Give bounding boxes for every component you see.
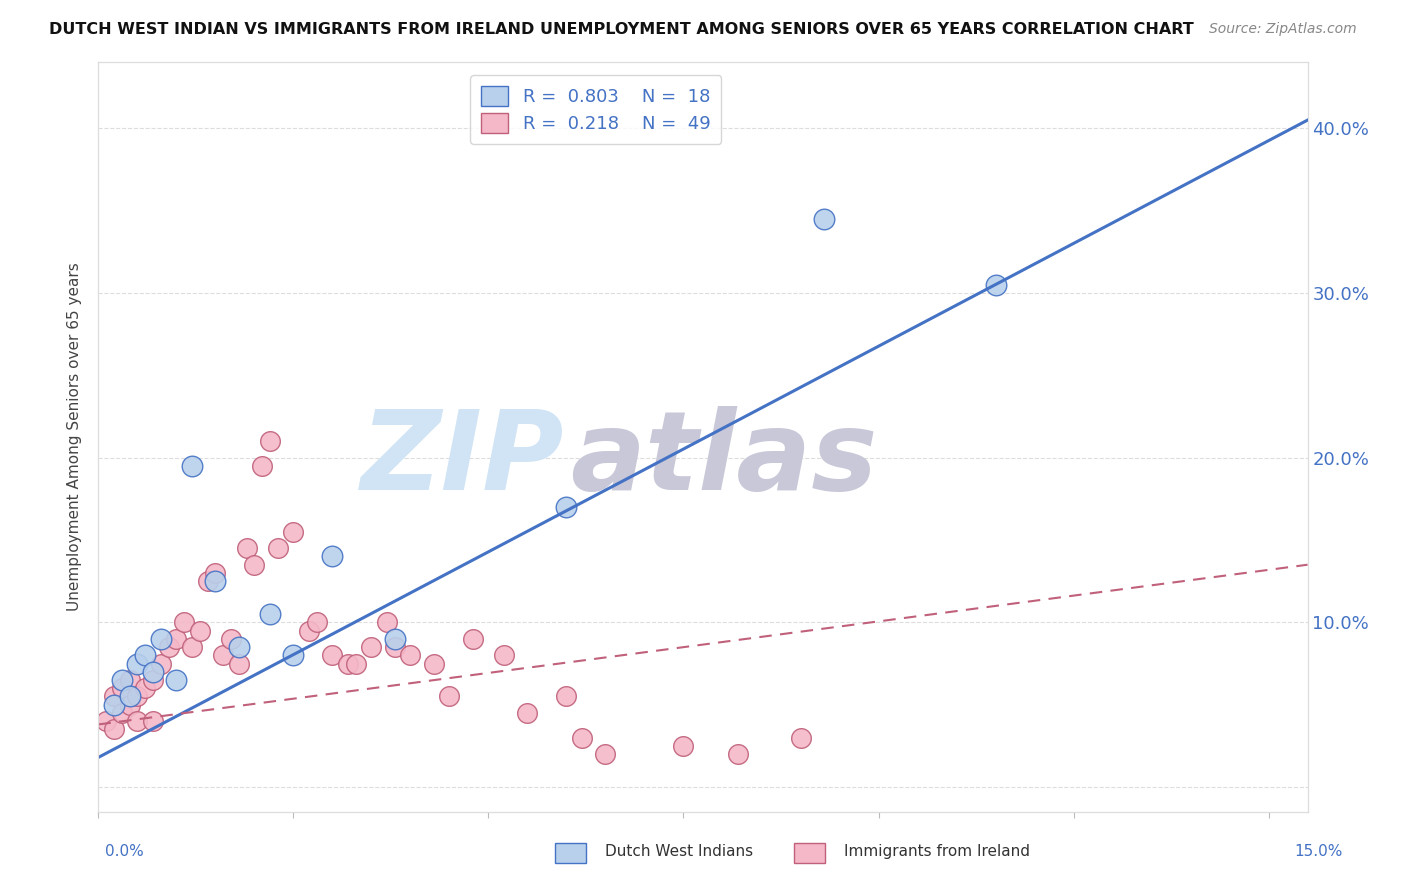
- Point: [165, 632, 187, 646]
- Point: [96, 714, 118, 728]
- Point: [360, 640, 382, 654]
- Point: [103, 690, 125, 704]
- Point: [461, 632, 484, 646]
- Point: [595, 747, 617, 761]
- Point: [298, 624, 321, 638]
- Point: [127, 657, 149, 671]
- Point: [204, 566, 226, 580]
- Text: Source: ZipAtlas.com: Source: ZipAtlas.com: [1209, 22, 1357, 37]
- Point: [235, 541, 257, 556]
- Point: [204, 574, 226, 589]
- Point: [111, 673, 134, 687]
- Text: 0.0%: 0.0%: [105, 845, 145, 859]
- Point: [789, 731, 811, 745]
- Point: [111, 706, 134, 720]
- Text: Dutch West Indians: Dutch West Indians: [605, 845, 752, 859]
- Point: [337, 657, 360, 671]
- Point: [228, 657, 250, 671]
- Point: [984, 277, 1007, 292]
- Point: [111, 681, 134, 696]
- Point: [243, 558, 266, 572]
- Point: [384, 640, 406, 654]
- Point: [555, 500, 578, 514]
- Point: [149, 657, 172, 671]
- Point: [672, 739, 695, 753]
- Point: [399, 648, 422, 663]
- Point: [127, 714, 149, 728]
- Text: ZIP: ZIP: [360, 406, 564, 513]
- Point: [103, 723, 125, 737]
- Point: [813, 211, 835, 226]
- Point: [384, 632, 406, 646]
- Point: [555, 690, 578, 704]
- Point: [321, 549, 343, 564]
- Point: [212, 648, 235, 663]
- Point: [103, 698, 125, 712]
- Point: [134, 648, 156, 663]
- Point: [181, 458, 204, 473]
- Point: [423, 657, 446, 671]
- Point: [157, 640, 180, 654]
- Point: [149, 632, 172, 646]
- Point: [181, 640, 204, 654]
- Point: [142, 714, 165, 728]
- Text: 15.0%: 15.0%: [1295, 845, 1343, 859]
- Point: [118, 698, 141, 712]
- Point: [321, 648, 343, 663]
- Point: [344, 657, 367, 671]
- Point: [118, 673, 141, 687]
- Point: [165, 673, 187, 687]
- Point: [134, 681, 156, 696]
- Point: [127, 690, 149, 704]
- Point: [142, 673, 165, 687]
- Point: [439, 690, 461, 704]
- Point: [283, 648, 305, 663]
- Text: Immigrants from Ireland: Immigrants from Ireland: [844, 845, 1029, 859]
- Point: [188, 624, 211, 638]
- Point: [267, 541, 290, 556]
- Y-axis label: Unemployment Among Seniors over 65 years: Unemployment Among Seniors over 65 years: [67, 263, 83, 611]
- Point: [259, 434, 281, 449]
- Point: [219, 632, 242, 646]
- Point: [259, 607, 281, 621]
- Point: [228, 640, 250, 654]
- Point: [283, 524, 305, 539]
- Text: atlas: atlas: [569, 406, 877, 513]
- Legend: R =  0.803    N =  18, R =  0.218    N =  49: R = 0.803 N = 18, R = 0.218 N = 49: [470, 75, 721, 144]
- Point: [375, 615, 398, 630]
- Point: [727, 747, 749, 761]
- Point: [494, 648, 516, 663]
- Point: [197, 574, 219, 589]
- Text: DUTCH WEST INDIAN VS IMMIGRANTS FROM IRELAND UNEMPLOYMENT AMONG SENIORS OVER 65 : DUTCH WEST INDIAN VS IMMIGRANTS FROM IRE…: [49, 22, 1194, 37]
- Point: [571, 731, 593, 745]
- Point: [516, 706, 538, 720]
- Point: [142, 665, 165, 679]
- Point: [305, 615, 328, 630]
- Point: [252, 458, 274, 473]
- Point: [118, 690, 141, 704]
- Point: [173, 615, 195, 630]
